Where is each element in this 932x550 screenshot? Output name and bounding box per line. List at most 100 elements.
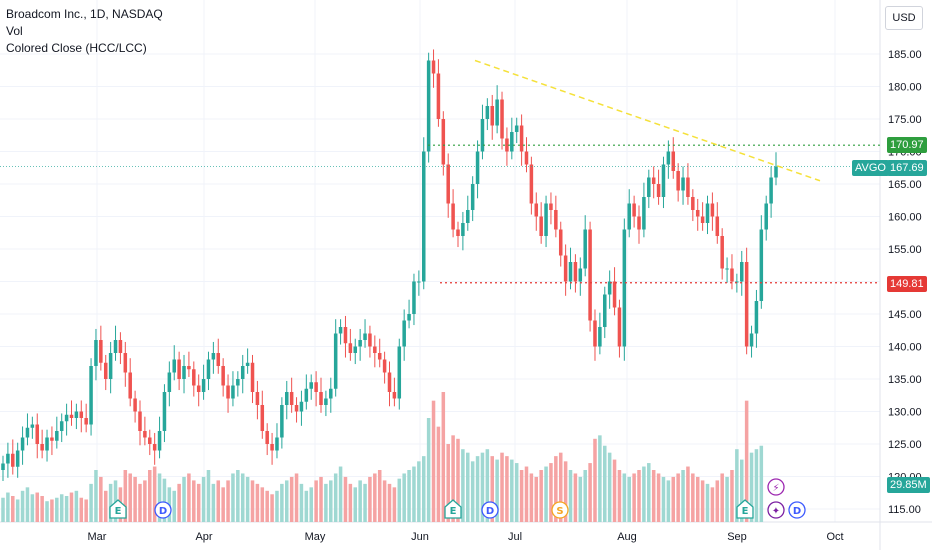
candle-body[interactable] [407, 314, 411, 321]
candle-body[interactable] [55, 431, 59, 441]
volume-bar[interactable] [299, 483, 304, 522]
candle-body[interactable] [314, 382, 318, 392]
volume-bar[interactable] [642, 466, 646, 522]
volume-bar[interactable] [265, 490, 269, 522]
candle-body[interactable] [324, 398, 328, 406]
volume-bar[interactable] [358, 480, 362, 522]
candle-body[interactable] [353, 346, 358, 354]
candle-body[interactable] [431, 60, 436, 74]
candle-body[interactable] [466, 210, 470, 223]
candle-body[interactable] [720, 236, 724, 269]
candle-body[interactable] [11, 453, 15, 467]
volume-bar[interactable] [397, 478, 402, 522]
candle-body[interactable] [333, 333, 338, 389]
candle-body[interactable] [45, 437, 49, 451]
candle-body[interactable] [637, 216, 641, 230]
candle-body[interactable] [289, 392, 294, 405]
volume-bar[interactable] [245, 476, 250, 522]
candle-body[interactable] [40, 444, 44, 451]
candle-body[interactable] [50, 437, 54, 441]
volume-bar[interactable] [436, 426, 441, 522]
candle-body[interactable] [402, 320, 406, 347]
volume-bar[interactable] [275, 490, 279, 522]
volume-bar[interactable] [182, 476, 186, 522]
volume-bar[interactable] [192, 480, 196, 522]
candle-body[interactable] [426, 60, 431, 152]
candle-body[interactable] [6, 453, 10, 464]
candle-body[interactable] [774, 166, 778, 178]
candle-body[interactable] [236, 379, 240, 386]
candle-body[interactable] [524, 151, 529, 165]
candle-body[interactable] [598, 327, 602, 347]
candle-body[interactable] [475, 151, 480, 185]
candle-body[interactable] [495, 99, 499, 126]
volume-bar[interactable] [363, 483, 367, 522]
candle-body[interactable] [59, 421, 64, 431]
volume-bar[interactable] [387, 483, 392, 522]
volume-bar[interactable] [573, 473, 578, 522]
volume-bar[interactable] [260, 487, 265, 522]
candle-body[interactable] [617, 307, 622, 347]
volume-bar[interactable] [35, 492, 40, 522]
volume-bar[interactable] [583, 470, 587, 522]
candle-body[interactable] [319, 392, 323, 405]
candle-body[interactable] [681, 177, 685, 191]
volume-bar[interactable] [715, 480, 720, 522]
volume-bar[interactable] [475, 456, 480, 522]
volume-bar[interactable] [15, 499, 20, 522]
volume-bar[interactable] [94, 470, 98, 522]
candle-body[interactable] [152, 444, 157, 451]
candle-body[interactable] [392, 392, 397, 399]
volume-bar[interactable] [720, 473, 724, 522]
candle-body[interactable] [196, 385, 201, 393]
candle-body[interactable] [671, 151, 676, 172]
symbol-title[interactable]: Broadcom Inc., 1D, NASDAQ [6, 7, 163, 21]
volume-bar[interactable] [549, 463, 553, 522]
volume-bar[interactable] [368, 476, 372, 522]
candle-body[interactable] [338, 327, 343, 334]
volume-bar[interactable] [666, 480, 671, 522]
volume-bar[interactable] [6, 492, 10, 522]
candle-body[interactable] [744, 262, 749, 347]
volume-bar[interactable] [470, 461, 475, 522]
candle-body[interactable] [343, 327, 348, 344]
candle-body[interactable] [421, 151, 426, 282]
volume-bar[interactable] [304, 490, 309, 522]
candle-body[interactable] [764, 203, 768, 230]
volume-bar[interactable] [647, 463, 651, 522]
candle-body[interactable] [284, 392, 289, 405]
volume-bar[interactable] [431, 400, 436, 522]
volume-bar[interactable] [89, 483, 93, 522]
volume-bar[interactable] [177, 483, 181, 522]
earnings-icon[interactable] [736, 499, 754, 519]
volume-bar[interactable] [280, 483, 284, 522]
candle-body[interactable] [593, 320, 597, 347]
candle-body[interactable] [480, 119, 485, 152]
lightning-icon[interactable] [767, 478, 785, 496]
volume-bar[interactable] [700, 480, 705, 522]
candle-body[interactable] [446, 164, 450, 204]
colored-close-indicator-label[interactable]: Colored Close (HCC/LCC) [6, 41, 147, 55]
volume-bar[interactable] [754, 449, 759, 522]
candle-body[interactable] [108, 353, 113, 379]
volume-bar[interactable] [637, 470, 641, 522]
volume-bar[interactable] [744, 400, 749, 522]
candle-body[interactable] [348, 343, 353, 353]
volume-bar[interactable] [59, 494, 64, 522]
volume-bar[interactable] [108, 483, 113, 522]
candle-body[interactable] [568, 262, 573, 282]
candle-body[interactable] [534, 203, 539, 217]
volume-bar[interactable] [11, 496, 15, 522]
volume-bar[interactable] [417, 461, 421, 522]
candle-body[interactable] [725, 268, 729, 270]
candle-body[interactable] [647, 177, 651, 198]
volume-bar[interactable] [534, 476, 539, 522]
volume-bar[interactable] [128, 473, 132, 522]
volume-bar[interactable] [480, 452, 485, 522]
volume-bar[interactable] [627, 476, 631, 522]
volume-bar[interactable] [152, 466, 157, 522]
volume-bar[interactable] [456, 438, 460, 522]
volume-bar[interactable] [441, 392, 446, 522]
volume-bar[interactable] [505, 456, 509, 522]
volume-indicator-label[interactable]: Vol [6, 24, 23, 38]
